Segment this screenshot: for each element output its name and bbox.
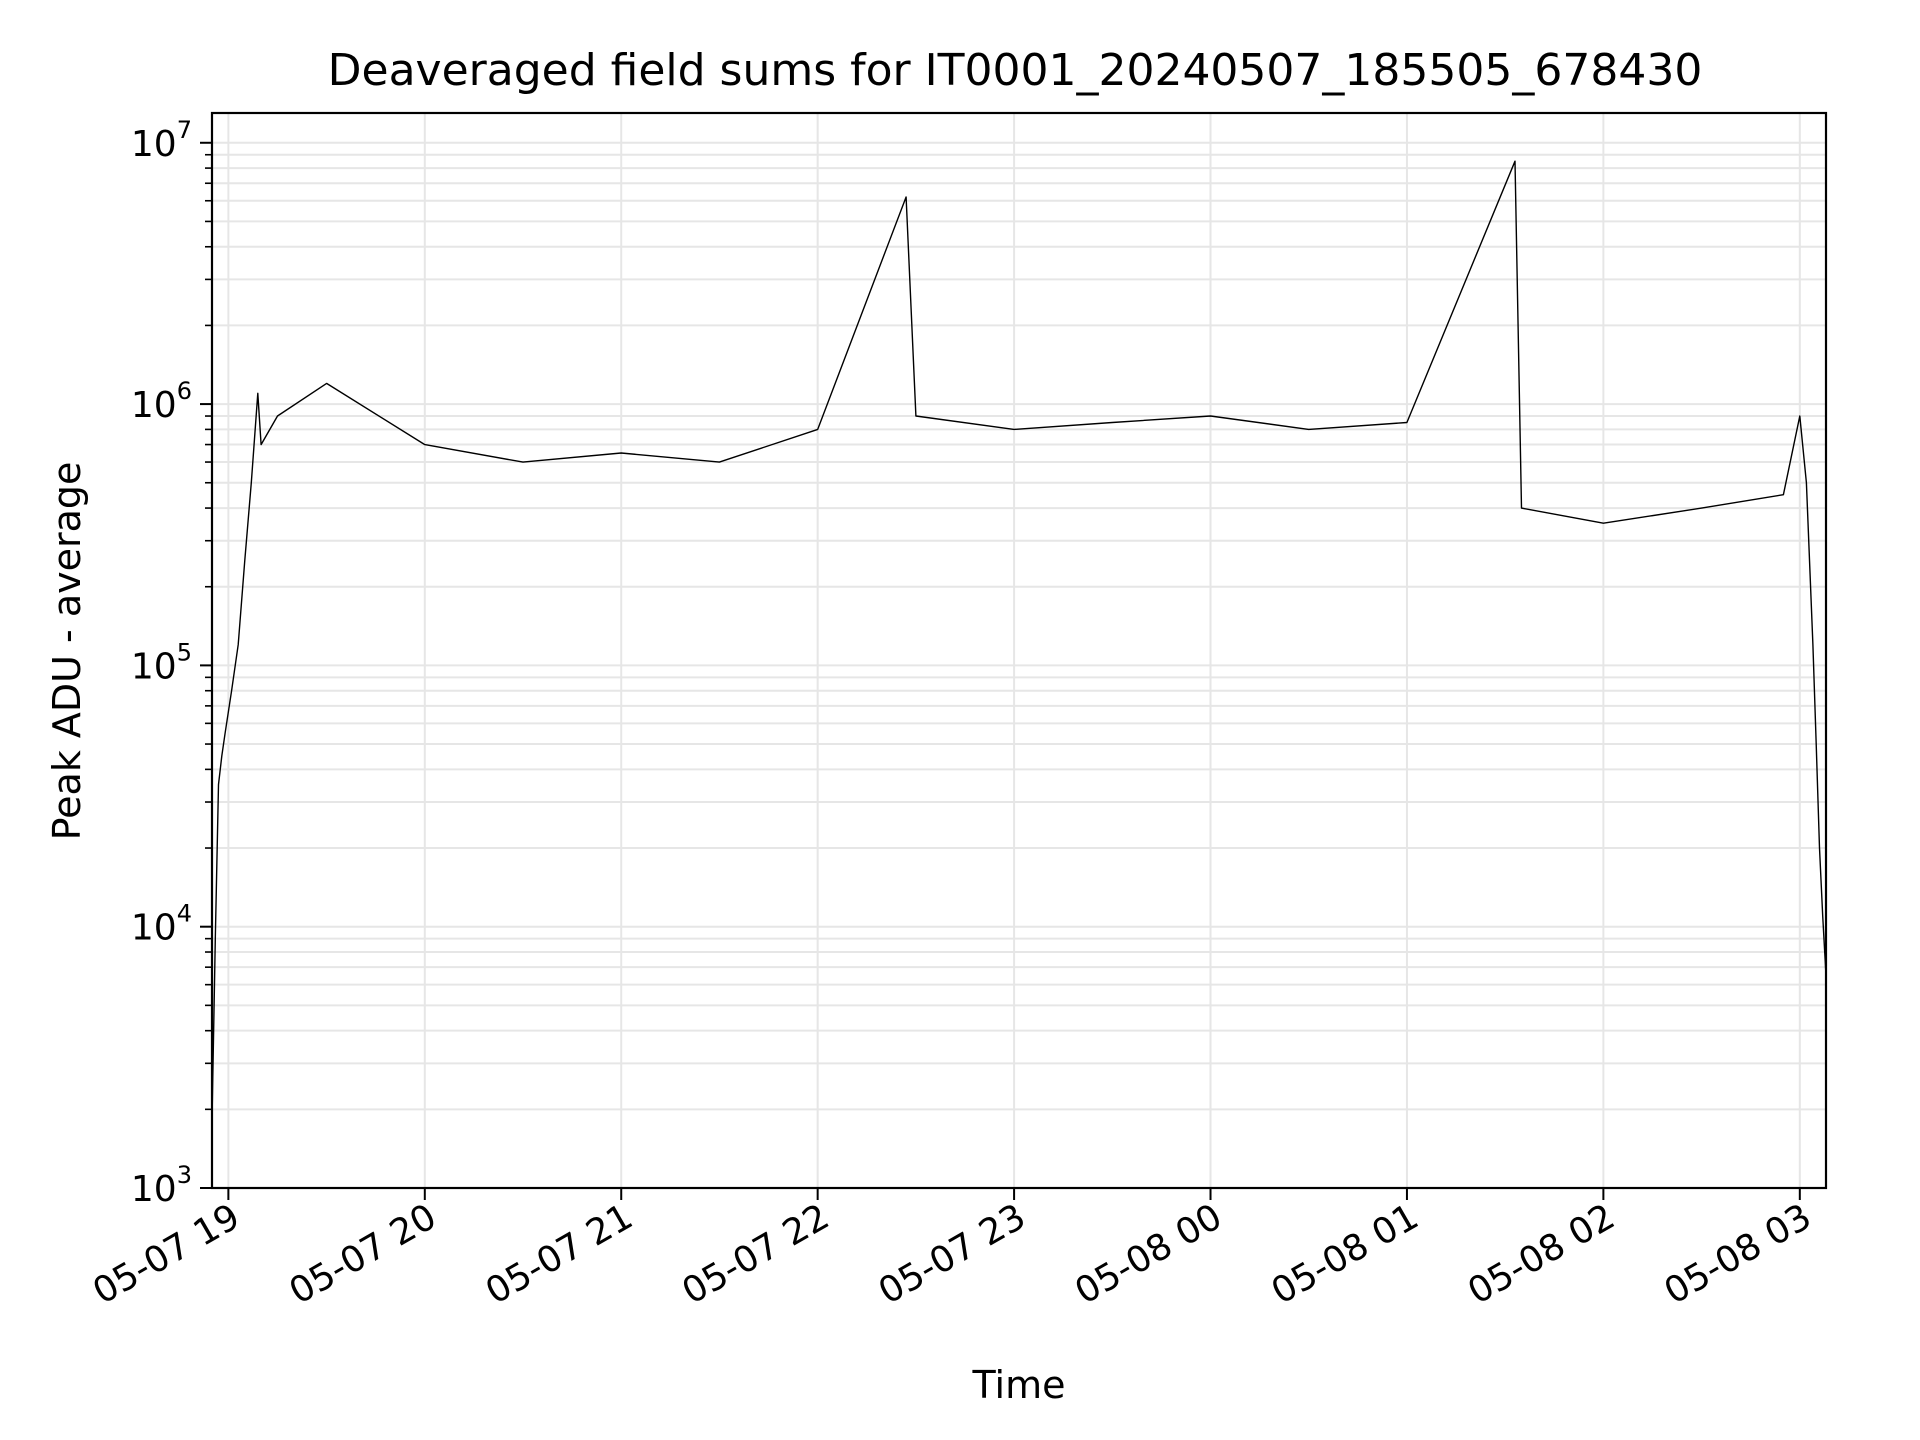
y-tick-label: 104 <box>131 900 192 949</box>
x-tick-label: 05-08 01 <box>1265 1196 1426 1312</box>
y-tick-label: 107 <box>131 116 192 165</box>
y-axis: 103 104 105 106 107 <box>131 116 212 1210</box>
series-line <box>211 160 1827 1122</box>
x-tick-label: 05-07 23 <box>872 1196 1033 1312</box>
y-tick-label: 106 <box>131 377 192 426</box>
x-tick-label: 05-08 03 <box>1658 1196 1819 1312</box>
series-layer <box>211 160 1827 1122</box>
x-tick-label: 05-07 21 <box>479 1196 640 1312</box>
y-axis-label: Peak ADU - average <box>45 462 89 841</box>
x-tick-label: 05-08 00 <box>1068 1196 1229 1312</box>
x-tick-label: 05-08 02 <box>1461 1196 1622 1312</box>
x-tick-label: 05-07 22 <box>675 1196 836 1312</box>
x-tick-label: 05-07 19 <box>86 1196 247 1312</box>
y-tick-label: 103 <box>131 1161 192 1210</box>
chart-title: Deaveraged field sums for IT0001_2024050… <box>328 45 1703 96</box>
x-axis: 05-07 19 05-07 20 05-07 21 05-07 22 05-07 23… <box>86 1188 1818 1313</box>
plot-frame <box>210 111 1828 1190</box>
y-tick-label: 105 <box>131 638 192 687</box>
x-tick-label: 05-07 20 <box>283 1196 444 1312</box>
x-axis-label: Time <box>972 1363 1066 1407</box>
grid <box>212 113 1826 1189</box>
